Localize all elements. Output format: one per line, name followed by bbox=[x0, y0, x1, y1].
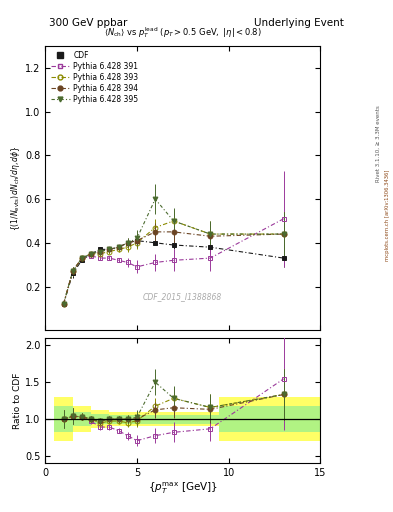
Text: Underlying Event: Underlying Event bbox=[254, 18, 344, 28]
Legend: CDF, Pythia 6.428 391, Pythia 6.428 393, Pythia 6.428 394, Pythia 6.428 395: CDF, Pythia 6.428 391, Pythia 6.428 393,… bbox=[49, 50, 140, 105]
Y-axis label: Ratio to CDF: Ratio to CDF bbox=[13, 372, 22, 429]
X-axis label: $\{p_T^{\max}$ [GeV]$\}$: $\{p_T^{\max}$ [GeV]$\}$ bbox=[148, 481, 218, 497]
Text: CDF_2015_I1388868: CDF_2015_I1388868 bbox=[143, 292, 222, 301]
Y-axis label: $\{(1/N_\mathrm{evts}) \, dN_\mathrm{ch}/d\eta, d\phi\}$: $\{(1/N_\mathrm{evts}) \, dN_\mathrm{ch}… bbox=[9, 145, 22, 231]
Text: 300 GeV ppbar: 300 GeV ppbar bbox=[49, 18, 127, 28]
Text: mcplots.cern.ch [arXiv:1306.3436]: mcplots.cern.ch [arXiv:1306.3436] bbox=[385, 169, 389, 261]
Text: $\langle N_\mathrm{ch}\rangle$ vs $p_T^\mathrm{lead}$ $(p_T > 0.5\ \mathrm{GeV},: $\langle N_\mathrm{ch}\rangle$ vs $p_T^\… bbox=[104, 26, 262, 40]
Text: Rivet 3.1.10, ≥ 3.3M events: Rivet 3.1.10, ≥ 3.3M events bbox=[376, 105, 381, 182]
